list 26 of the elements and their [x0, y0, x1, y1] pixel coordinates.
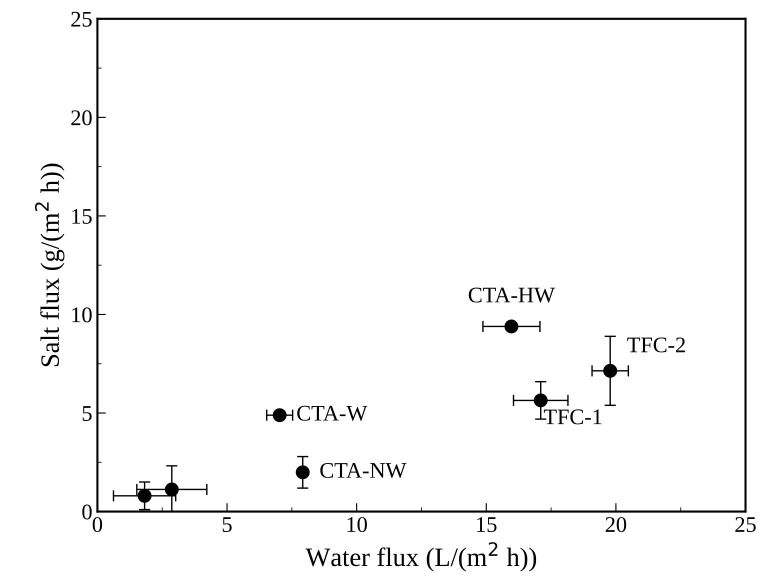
y-tick-label: 15 — [72, 208, 92, 224]
point — [164, 482, 179, 496]
point — [272, 408, 287, 422]
x-tick-label: 20 — [606, 517, 626, 532]
point — [504, 320, 518, 334]
point — [296, 465, 310, 480]
point — [603, 364, 618, 378]
point — [138, 488, 152, 503]
y-axis-title: Salt flux (g/(m$^{2}$ h)) — [34, 164, 64, 366]
y-tick-label: 10 — [72, 307, 92, 322]
x-tick-label: 15 — [477, 517, 497, 532]
annotation: TFC-1 — [544, 409, 602, 424]
y-tick-label: 20 — [71, 110, 92, 126]
x-tick-label: 0 — [92, 517, 102, 532]
x-tick-label: 25 — [735, 517, 756, 532]
annotation: CTA-W — [297, 406, 368, 421]
x-axis-title: Water flux (L/(m$^{2}$ h)) — [306, 542, 536, 572]
x-tick-label: 10 — [348, 517, 367, 532]
y-tick-label: 5 — [82, 406, 92, 421]
annotation: CTA-NW — [320, 462, 406, 478]
y-tick-label: 0 — [82, 504, 92, 520]
y-tick-label: 25 — [71, 12, 92, 27]
point — [534, 393, 548, 408]
x-tick-label: 5 — [222, 517, 232, 532]
annotation: CTA-HW — [468, 288, 555, 303]
annotation: TFC-2 — [627, 337, 685, 352]
